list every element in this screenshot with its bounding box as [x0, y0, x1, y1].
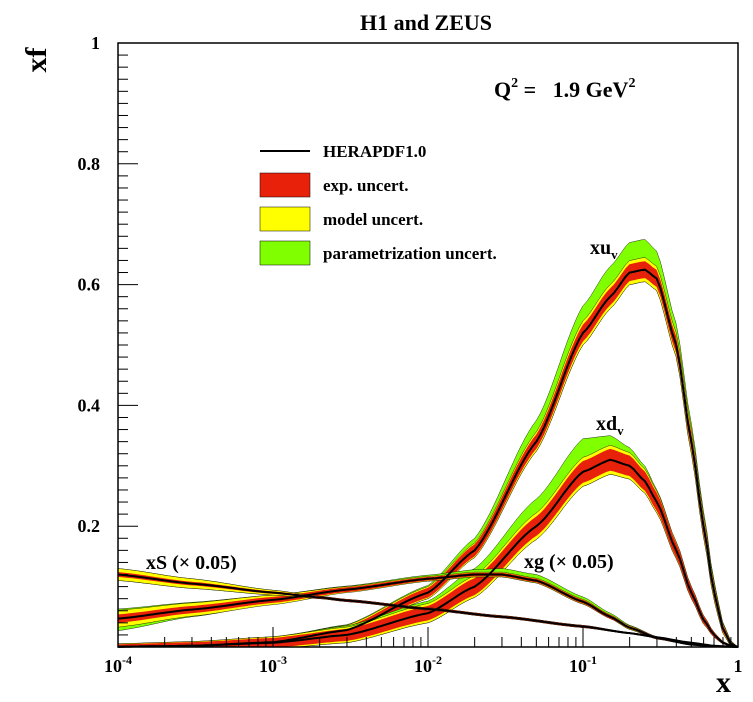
xuv-label: xuv [590, 237, 618, 262]
xg-label: xg (× 0.05) [524, 551, 614, 573]
x-tick-label: 1 [734, 656, 743, 676]
y-tick-label: 1 [91, 33, 100, 53]
xdv-label: xdv [596, 413, 624, 438]
x-tick-label: 10-1 [569, 653, 597, 676]
q2-prefix-sup: 2 [511, 76, 518, 91]
y-tick-label: 0.2 [78, 516, 101, 536]
y-tick-label: 0.8 [78, 154, 101, 174]
y-axis-label: xf [20, 47, 53, 73]
xs-label: xS (× 0.05) [146, 552, 237, 574]
ticks-layer [117, 54, 732, 647]
xdv-exp-band [118, 448, 738, 647]
x-tick-label: 10-3 [259, 653, 287, 676]
xs-central-line [117, 573, 739, 648]
central-lines-layer [117, 268, 739, 648]
xdv-central-line [118, 458, 739, 648]
legend-label-model-uncert: model uncert. [323, 210, 423, 229]
q2-value: = 1.9 GeV [518, 77, 628, 102]
legend-swatch-exp-uncert [259, 172, 311, 198]
x-tick-label: 10-4 [104, 653, 132, 676]
x-tick-label: 10-2 [414, 653, 442, 676]
legend-label-herapdf1-0: HERAPDF1.0 [323, 142, 426, 161]
q2-prefix: Q [494, 77, 511, 102]
q2-value-sup: 2 [628, 76, 635, 91]
legend: HERAPDF1.0 exp. uncert. model uncert. param… [259, 142, 497, 266]
legend-label-parametrization-uncert: parametrization uncert. [323, 244, 497, 263]
tick-labels-layer: 10-4 10-3 10-2 10-1 1 0.2 0.4 0.6 0.8 1 [78, 33, 743, 676]
x-axis-label: x [716, 666, 731, 697]
chart-title: H1 and ZEUS [360, 10, 492, 35]
y-tick-label: 0.6 [78, 275, 101, 295]
legend-swatch-parametrization-uncert [259, 240, 311, 266]
q2-annotation: Q2 = 1.9 GeV2 [494, 76, 635, 102]
y-tick-label: 0.4 [78, 395, 101, 415]
legend-label-exp-uncert: exp. uncert. [323, 176, 408, 195]
series-labels: xuv xdv xg (× 0.05) xS (× 0.05) [146, 237, 624, 574]
xg-central-line [117, 573, 739, 648]
legend-swatch-model-uncert [259, 206, 311, 232]
